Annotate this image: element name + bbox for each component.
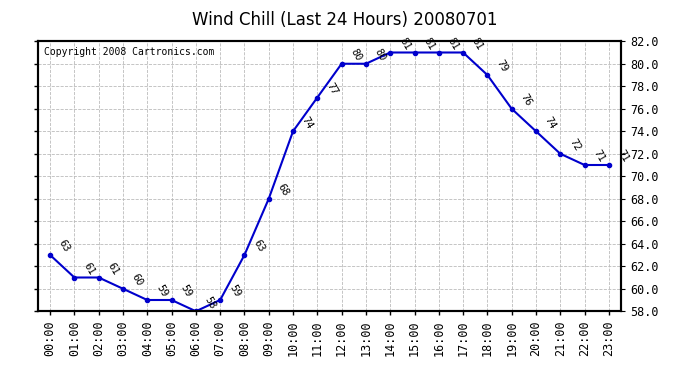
Text: 76: 76 [519, 92, 533, 108]
Text: 59: 59 [227, 284, 242, 299]
Text: 77: 77 [324, 81, 339, 97]
Text: 68: 68 [276, 182, 290, 198]
Text: 61: 61 [81, 261, 96, 277]
Text: 71: 71 [615, 148, 631, 164]
Text: 59: 59 [179, 284, 193, 299]
Text: 80: 80 [348, 47, 364, 63]
Text: 61: 61 [106, 261, 121, 277]
Text: 72: 72 [567, 137, 582, 153]
Text: 60: 60 [130, 272, 145, 288]
Text: 74: 74 [543, 115, 558, 130]
Text: 79: 79 [494, 58, 509, 74]
Text: 63: 63 [57, 238, 72, 254]
Text: 81: 81 [470, 36, 485, 52]
Text: Wind Chill (Last 24 Hours) 20080701: Wind Chill (Last 24 Hours) 20080701 [193, 11, 497, 29]
Text: Copyright 2008 Cartronics.com: Copyright 2008 Cartronics.com [43, 46, 214, 57]
Text: 80: 80 [373, 47, 388, 63]
Text: 58: 58 [203, 295, 218, 310]
Text: 81: 81 [422, 36, 436, 52]
Text: 74: 74 [300, 115, 315, 130]
Text: 71: 71 [591, 148, 607, 164]
Text: 81: 81 [397, 36, 412, 52]
Text: 59: 59 [155, 284, 169, 299]
Text: 81: 81 [446, 36, 461, 52]
Text: 63: 63 [251, 238, 266, 254]
